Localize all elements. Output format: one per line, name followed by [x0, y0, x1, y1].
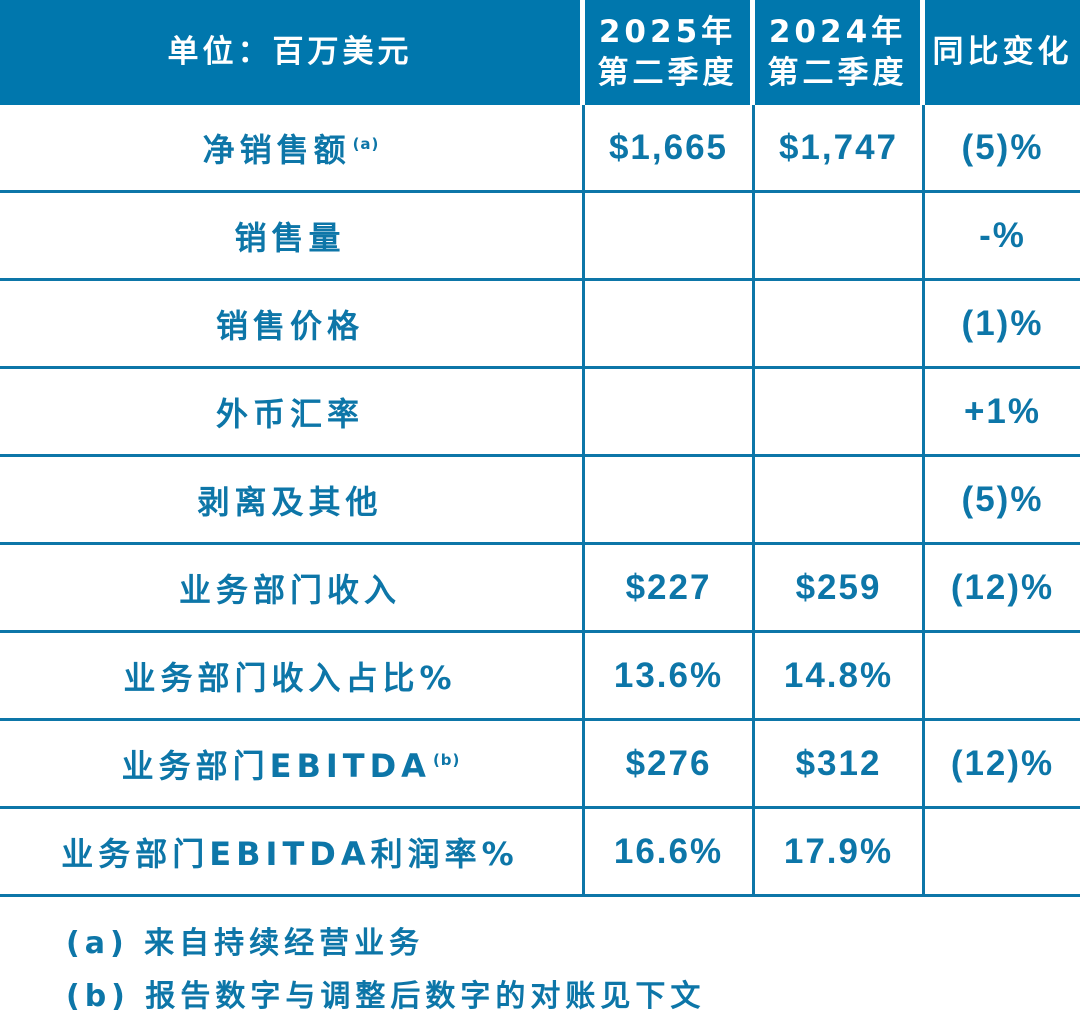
row-0-label: 净销售额 (a): [0, 105, 585, 193]
footnote-b: (b) 报告数字与调整后数字的对账见下文: [66, 978, 706, 1014]
row-4-value-yoy: (5)%: [925, 457, 1080, 545]
results-table: 单位：百万美元 2025年 第二季度 2024年 第二季度 同比变化 净销售额(…: [0, 0, 1080, 897]
header-2024-q2: 2024年 第二季度: [755, 0, 925, 105]
row-7-value-2024: $312: [755, 721, 925, 809]
row-3-label: 外币汇率: [0, 369, 585, 457]
row-6-value-2025: 13.6%: [585, 633, 755, 721]
row-8-label: 业务部门EBITDA利润率%: [0, 809, 585, 897]
row-6-value-2024: 14.8%: [755, 633, 925, 721]
row-6-label-text: 业务部门收入占比%: [123, 658, 457, 697]
row-6-value-yoy: [925, 633, 1080, 721]
footnotes: (a) 来自持续经营业务 (b) 报告数字与调整后数字的对账见下文: [0, 897, 1080, 1015]
row-2-value-2024: [755, 281, 925, 369]
row-7-label: 业务部门EBITDA (b): [0, 721, 585, 809]
row-5-value-2024: $259: [755, 545, 925, 633]
row-7-footnote-marker: (b): [432, 750, 461, 769]
row-7-label-text: 业务部门EBITDA: [121, 746, 431, 785]
row-8-value-2024: 17.9%: [755, 809, 925, 897]
row-8-value-yoy: [925, 809, 1080, 897]
row-5-label: 业务部门收入: [0, 545, 585, 633]
row-5-label-text: 业务部门收入: [178, 570, 401, 609]
row-4-value-2024: [755, 457, 925, 545]
row-4-value-2025: [585, 457, 755, 545]
row-1-value-2024: [755, 193, 925, 281]
row-7-value-yoy: (12)%: [925, 721, 1080, 809]
row-4-label-text: 剥离及其他: [197, 482, 383, 521]
row-2-label: 销售价格: [0, 281, 585, 369]
footnote-a: (a) 来自持续经营业务: [66, 926, 425, 961]
row-3-value-yoy: +1%: [925, 369, 1080, 457]
row-1-value-yoy: -%: [925, 193, 1080, 281]
row-6-label: 业务部门收入占比%: [0, 633, 585, 721]
row-1-value-2025: [585, 193, 755, 281]
row-0-label-text: 净销售额: [202, 130, 351, 169]
row-8-label-text: 业务部门EBITDA利润率%: [61, 834, 519, 873]
row-0-value-yoy: (5)%: [925, 105, 1080, 193]
row-4-label: 剥离及其他: [0, 457, 585, 545]
row-2-value-yoy: (1)%: [925, 281, 1080, 369]
row-2-value-2025: [585, 281, 755, 369]
row-3-label-text: 外币汇率: [215, 394, 364, 433]
row-1-label: 销售量: [0, 193, 585, 281]
header-yoy-change: 同比变化: [925, 0, 1080, 105]
header-unit-label: 单位：百万美元: [0, 0, 585, 105]
row-0-value-2025: $1,665: [585, 105, 755, 193]
row-1-label-text: 销售量: [234, 218, 346, 257]
row-8-value-2025: 16.6%: [585, 809, 755, 897]
row-5-value-yoy: (12)%: [925, 545, 1080, 633]
row-2-label-text: 销售价格: [215, 306, 364, 345]
row-7-value-2025: $276: [585, 721, 755, 809]
row-5-value-2025: $227: [585, 545, 755, 633]
row-3-value-2024: [755, 369, 925, 457]
row-0-value-2024: $1,747: [755, 105, 925, 193]
header-2025-q2: 2025年 第二季度: [585, 0, 755, 105]
row-0-footnote-marker: (a): [352, 134, 380, 153]
row-3-value-2025: [585, 369, 755, 457]
